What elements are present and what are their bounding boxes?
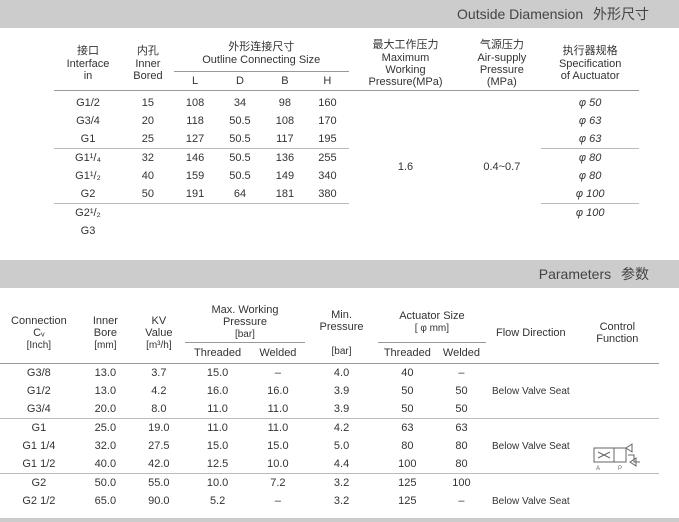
parameters-table: Connection Cᵥ [Inch] Inner Bore [mm] KV …: [0, 298, 659, 510]
section1-title-en: Outside Diamension: [457, 6, 583, 22]
col-max-wp: Max. Working Pressure [bar]: [185, 298, 306, 343]
col-actuator-size: Actuator Size [ φ mm]: [378, 298, 486, 343]
sub-D: D: [216, 71, 263, 90]
valve-schematic-icon: A P: [592, 440, 642, 470]
col-air-pressure: 气源压力 Air-supply Pressure (MPa): [462, 28, 541, 91]
dimension-table: 接口 Interface in 内孔 Inner Bored 外形连接尺寸 Ou…: [54, 28, 639, 240]
table-row: G1/21510834981601.60.4~0.7φ 50: [54, 91, 639, 113]
section2-title-cn: 参数: [621, 266, 649, 282]
svg-text:A: A: [596, 466, 600, 470]
table-row: G1¹/₂4015950.5149340φ 80: [54, 167, 639, 185]
table-row: G3/420.08.011.011.03.95050: [0, 400, 659, 419]
table-row: G125.019.011.011.04.26363: [0, 419, 659, 438]
section2-title-en: Parameters: [539, 266, 611, 282]
bottom-divider: [0, 518, 679, 522]
col-actuator: 执行器规格 Specification of Auctuator: [541, 28, 639, 91]
outside-dimension-header: Outside Diamension 外形尺寸: [0, 0, 679, 28]
svg-text:P: P: [618, 466, 622, 470]
table-row: G2¹/₂φ 100: [54, 204, 639, 223]
col-outline: 外形连接尺寸 Outline Connecting Size: [174, 28, 349, 71]
sub-welded1: Welded: [251, 345, 306, 364]
sub-threaded2: Threaded: [378, 345, 437, 364]
table-row: G3/42011850.5108170φ 63: [54, 112, 639, 130]
table-row: G250.055.010.07.23.2125100: [0, 474, 659, 493]
col-flow: Flow Direction: [486, 298, 576, 364]
table-row: G1 1/240.042.012.510.04.410080: [0, 455, 659, 474]
col-ctrl: Control Function: [576, 298, 659, 364]
col-connection: Connection Cᵥ [Inch]: [0, 298, 78, 364]
flow-label: Below Valve Seat: [486, 437, 576, 455]
sub-welded2: Welded: [437, 345, 486, 364]
col-min-p: Min. Pressure [bar]: [305, 298, 378, 364]
table-row: G12512750.5117195φ 63: [54, 130, 639, 149]
col-inner-bore: Inner Bore [mm]: [78, 298, 133, 364]
col-interface: 接口 Interface in: [54, 28, 122, 91]
sub-threaded1: Threaded: [185, 345, 251, 364]
table-row: G3: [54, 222, 639, 240]
col-inner: 内孔 Inner Bored: [122, 28, 174, 91]
flow-label: Below Valve Seat: [486, 492, 576, 510]
table-row: G25019164181380φ 100: [54, 185, 639, 204]
sub-B: B: [264, 71, 306, 90]
table-row: G1/213.04.216.016.03.95050Below Valve Se…: [0, 382, 659, 400]
sub-L: L: [174, 71, 216, 90]
table-row: G1¹/₄3214650.5136255φ 80: [54, 149, 639, 168]
flow-label: Below Valve Seat: [486, 382, 576, 400]
parameters-header: Parameters 参数: [0, 260, 679, 288]
table-row: G3/813.03.715.0–4.040–: [0, 364, 659, 383]
table-row: G1 1/432.027.515.015.05.08080Below Valve…: [0, 437, 659, 455]
section1-title-cn: 外形尺寸: [593, 6, 649, 22]
table-row: G2 1/265.090.05.2–3.2125–Below Valve Sea…: [0, 492, 659, 510]
col-max-pressure: 最大工作压力 Maximum Working Pressure(MPa): [349, 28, 463, 91]
col-kv: KV Value [m³/h]: [133, 298, 185, 364]
sub-H: H: [306, 71, 349, 90]
